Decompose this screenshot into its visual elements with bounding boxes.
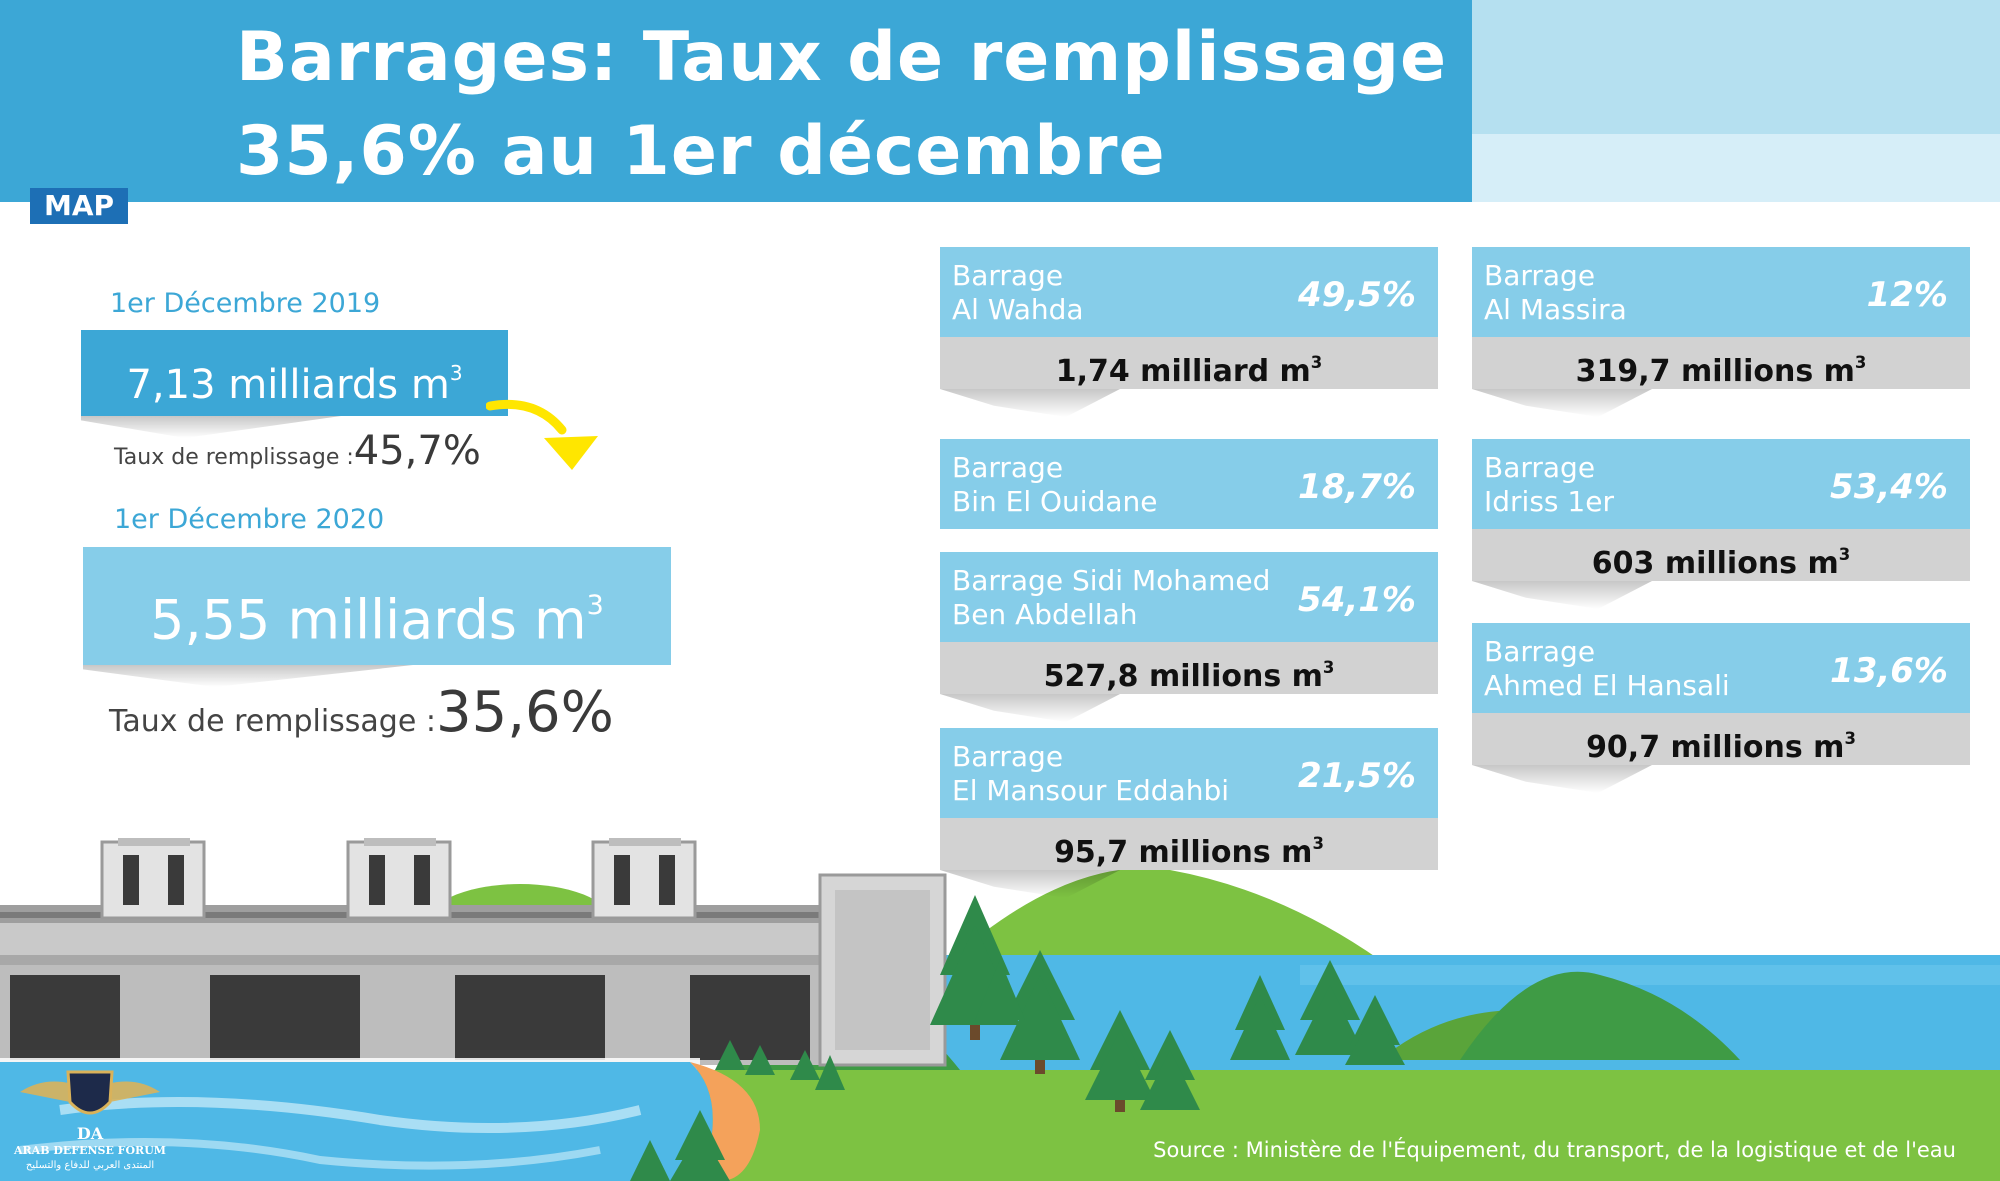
dam-card-al-massira: Barrage Al Massira 12% 319,7 millions m3 (1472, 247, 1970, 417)
date-2020: 1er Décembre 2020 (114, 504, 385, 535)
dam-name-line2: Al Wahda (952, 293, 1084, 326)
volume-2019: 7,13 milliards m (126, 362, 450, 408)
date-2019: 1er Décembre 2019 (110, 288, 381, 319)
dam-name-line2: El Mansour Eddahbi (952, 774, 1230, 807)
gate-tower (591, 840, 697, 920)
volume-2020-exponent: 3 (586, 590, 604, 621)
trees (630, 895, 1405, 1181)
rate-2019-label: Taux de remplissage : (114, 445, 354, 470)
dam-volume: 319,7 millions m (1575, 354, 1855, 390)
dam-name-line2: Bin El Ouidane (952, 485, 1158, 518)
dam-name-line2: Al Massira (1484, 293, 1627, 326)
dam-name-line1: Barrage (1484, 451, 1596, 484)
shield-eagle-icon (20, 1070, 160, 1115)
dam-card-bin-el-ouidane: Barrage Bin El Ouidane 18,7% (940, 439, 1438, 529)
dam-volume-exponent: 3 (1310, 353, 1323, 372)
dam-volume-row: 319,7 millions m3 (1472, 337, 1970, 389)
dam-volume: 95,7 millions m (1054, 835, 1313, 871)
dam-volume-exponent: 3 (1838, 545, 1851, 564)
dam-volume-exponent: 3 (1312, 834, 1324, 853)
arab-defense-forum-watermark: DA ARAB DEFENSE FORUM المنتدى العربي للد… (10, 1062, 170, 1178)
arrow-down-icon (486, 399, 598, 470)
rate-2020-value: 35,6% (435, 680, 614, 745)
volume-2019-exponent: 3 (449, 361, 463, 385)
dam-volume-exponent: 3 (1854, 353, 1867, 372)
dam-name-line2: Idriss 1er (1484, 485, 1614, 518)
volume-2019-box: 7,13 milliards m3 (81, 330, 508, 416)
rate-2019-value: 45,7% (353, 428, 481, 474)
gate-tower (100, 840, 206, 920)
dam-rate: 12% (1866, 275, 1948, 315)
hill-right (950, 868, 1380, 960)
dam-card-el-mansour-eddahbi: Barrage El Mansour Eddahbi 21,5% 95,7 mil… (940, 728, 1438, 898)
grass (650, 1070, 2000, 1181)
volume-2020-box: 5,55 milliards m3 (83, 547, 671, 665)
river (0, 1062, 713, 1181)
riverbank (690, 1062, 760, 1181)
dam-rate: 21,5% (1298, 756, 1416, 796)
watermark-name: ARAB DEFENSE FORUM (14, 1144, 166, 1157)
spillway-gate (690, 975, 810, 1060)
dam-rate: 54,1% (1298, 580, 1416, 620)
spillway-gate (10, 975, 120, 1060)
spillway-gate (210, 975, 360, 1060)
dam-volume-exponent: 3 (1844, 729, 1856, 748)
rate-2020-label: Taux de remplissage : (109, 704, 436, 739)
dam-rate: 13,6% (1830, 651, 1948, 691)
dam-name-line1: Barrage (952, 451, 1064, 484)
dam-card-al-wahda: Barrage Al Wahda 49,5% 1,74 milliard m3 (940, 247, 1438, 417)
page-title: Barrages: Taux de remplissage (236, 18, 1448, 97)
dam-volume-row: 603 millions m3 (1472, 529, 1970, 581)
dam-volume: 527,8 millions m (1043, 659, 1323, 695)
source-credit: Source : Ministère de l'Équipement, du t… (1153, 1138, 1956, 1162)
dam-name-line2: Ahmed El Hansali (1484, 669, 1730, 702)
header-side-panel-lower (1472, 134, 2000, 202)
dam-name-line1: Barrage Sidi Mohamed (952, 564, 1271, 597)
dam-volume: 1,74 milliard m (1055, 354, 1311, 390)
dam-card-idriss-1er: Barrage Idriss 1er 53,4% 603 millions m3 (1472, 439, 1970, 609)
dam-volume: 603 millions m (1591, 546, 1839, 582)
rate-2019: Taux de remplissage :45,7% (114, 428, 481, 474)
dam-volume-row: 90,7 millions m3 (1472, 713, 1970, 765)
dam-volume-row: 527,8 millions m3 (940, 642, 1438, 694)
map-logo: MAP (30, 188, 128, 224)
volume-2020: 5,55 milliards m (150, 588, 587, 652)
dam-name-line2: Ben Abdellah (952, 598, 1138, 631)
dam-name-line1: Barrage (952, 259, 1064, 292)
spillway-gate (455, 975, 605, 1060)
watermark-arabic: المنتدى العربي للدفاع والتسليح (25, 1160, 155, 1171)
watermark-initials: DA (76, 1124, 104, 1143)
dam-volume-exponent: 3 (1322, 658, 1335, 677)
dam-name-line1: Barrage (1484, 635, 1596, 668)
dam-card-sidi-mohamed-ben-abdellah: Barrage Sidi Mohamed Ben Abdellah 54,1% 5… (940, 552, 1438, 722)
dam-name-line1: Barrage (1484, 259, 1596, 292)
dam-rate: 49,5% (1298, 275, 1416, 315)
page-subtitle: 35,6% au 1er décembre (236, 112, 1166, 191)
gate-tower (346, 840, 452, 920)
dam-card-ahmed-el-hansali: Barrage Ahmed El Hansali 13,6% 90,7 milli… (1472, 623, 1970, 793)
rate-2020: Taux de remplissage :35,6% (109, 680, 614, 745)
dam-rate: 18,7% (1298, 467, 1416, 507)
dam-volume: 90,7 millions m (1586, 730, 1845, 766)
header-banner (0, 0, 1472, 202)
dam-rate: 53,4% (1830, 467, 1948, 507)
dam-volume-row: 1,74 milliard m3 (940, 337, 1438, 389)
dam-volume-row: 95,7 millions m3 (940, 818, 1438, 870)
header-side-panel (1472, 0, 2000, 134)
dam-name-line1: Barrage (952, 740, 1064, 773)
